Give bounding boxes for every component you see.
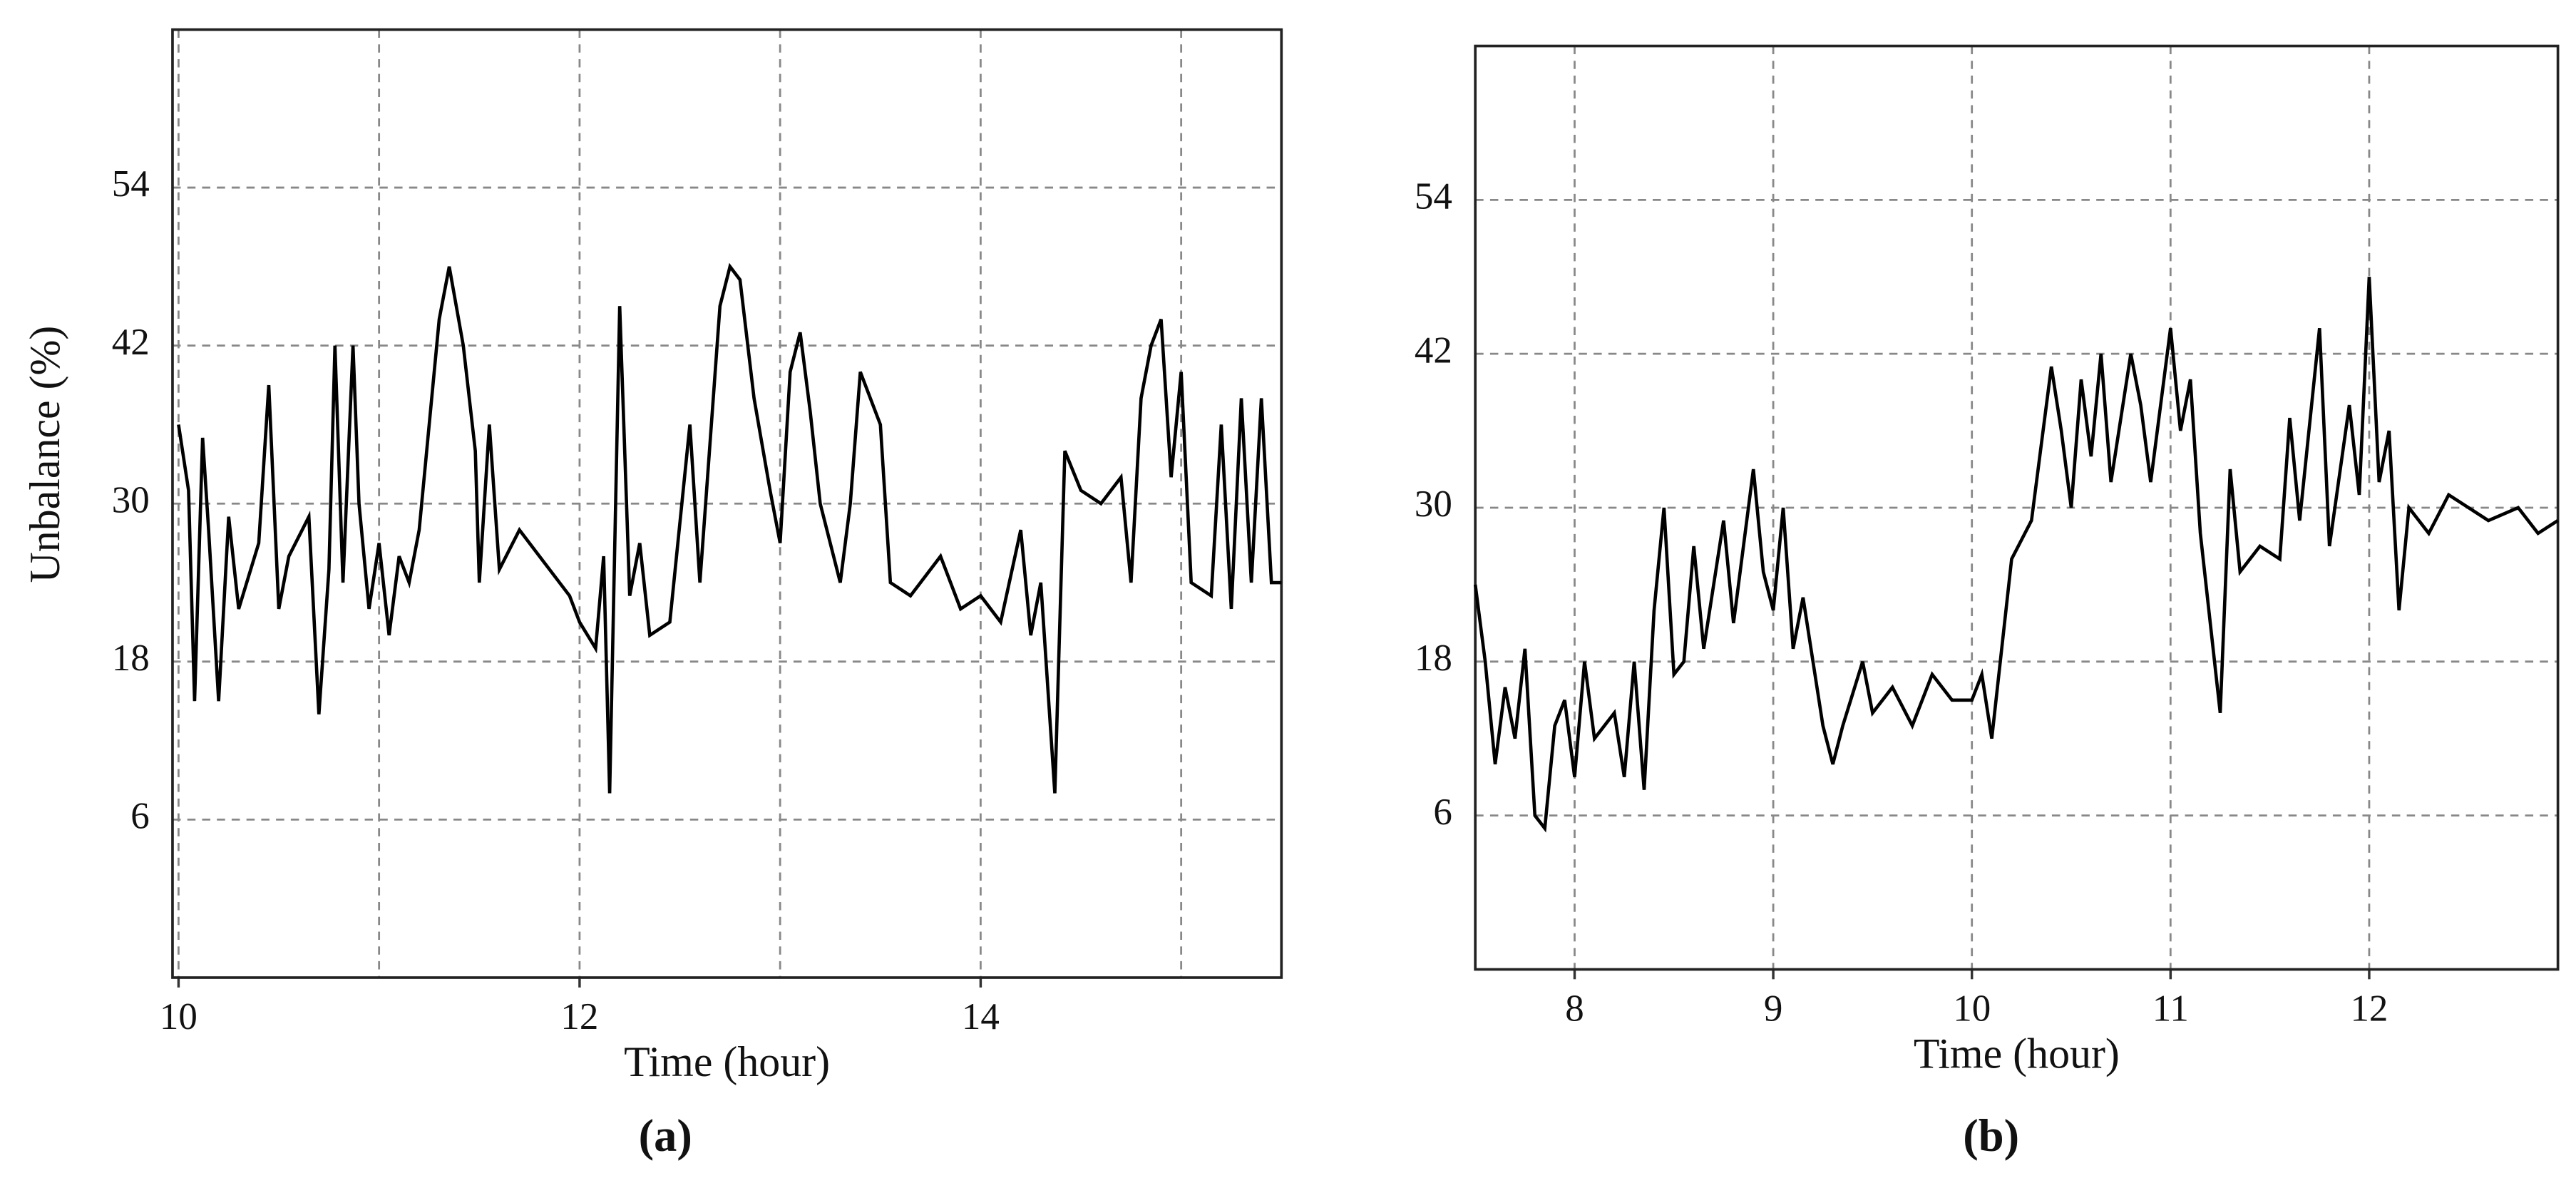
data-line xyxy=(177,262,1282,794)
x-tick-label: 9 xyxy=(1764,988,1782,1030)
y-tick-label: 6 xyxy=(130,796,150,837)
y-tick-label: 18 xyxy=(1415,637,1452,679)
y-tick-label: 6 xyxy=(1433,792,1452,833)
y-tick-label: 18 xyxy=(112,637,150,679)
plot-frame xyxy=(171,28,1283,979)
y-tick-label: 54 xyxy=(112,163,150,205)
plot-frame xyxy=(1474,44,2560,971)
x-tick-label: 10 xyxy=(1953,988,1991,1030)
x-tick-label: 12 xyxy=(560,996,598,1038)
y-tick-label: 42 xyxy=(112,322,150,363)
x-axis-label: Time (hour) xyxy=(624,1038,830,1085)
x-tick-label: 8 xyxy=(1565,988,1584,1030)
data-line xyxy=(1473,277,2559,833)
y-axis-label: Unbalance (%) xyxy=(21,326,68,583)
x-tick-label: 12 xyxy=(2350,988,2388,1030)
x-tick-label: 14 xyxy=(962,996,1000,1038)
panel-label: (b) xyxy=(1963,1110,2019,1161)
y-tick-label: 54 xyxy=(1415,175,1452,217)
y-tick-label: 30 xyxy=(1415,483,1452,525)
y-tick-label: 30 xyxy=(112,479,150,521)
x-tick-label: 11 xyxy=(2152,988,2189,1030)
y-tick-label: 42 xyxy=(1415,329,1452,371)
x-tick-label: 10 xyxy=(160,996,197,1038)
x-axis-label: Time (hour) xyxy=(1914,1030,2120,1077)
panel-label: (a) xyxy=(639,1110,692,1161)
